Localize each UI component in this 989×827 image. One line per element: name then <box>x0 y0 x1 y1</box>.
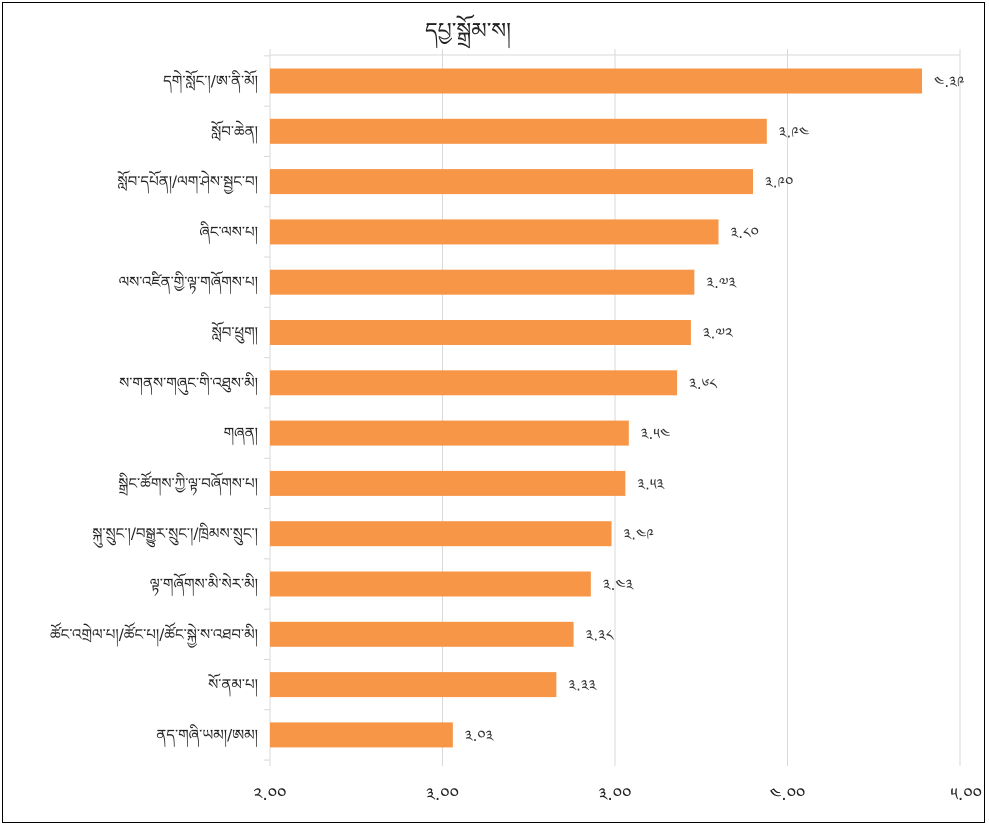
category-label: སྐུ་སྲུང་།/བསྒྱུར་སྲུང་།/ཁྲིམས་སྲུང་། <box>92 523 258 549</box>
category-label: ལས་འཛིན་གྱི་ལྟ་གཞོགས་པ། <box>119 270 258 295</box>
category-label: ས་གནས་གཞུང་གི་འཐུས་མི། <box>119 372 258 396</box>
bar <box>270 269 695 295</box>
category-label: གཞན། <box>224 424 258 446</box>
category-label: ལྟ་གཞོགས་མི་སེར་མི། <box>150 572 258 597</box>
bar <box>270 169 753 195</box>
x-tick-labels: ༢.༠༠ ༣.༠༠ ༣.༠༠ ༤.༠༠ ༥.༠༠ <box>254 785 982 805</box>
bar <box>270 118 767 144</box>
value-label: ༣.༤༣ <box>603 576 635 594</box>
bar <box>270 219 719 245</box>
x-tick-label: ༣.༠༠ <box>599 785 632 805</box>
bar <box>270 68 923 94</box>
value-label: ༣.༦༨ <box>689 375 717 393</box>
bar <box>270 420 629 446</box>
value-labels: ༤.༣༩ ༣.༩༤ ༣.༩༠ ༣.༨༠ ༣.༧༣ ༣.༧༢ ༣.༦༨ ༣.༥༤ ༣.༥༣ ༣.༤༩… <box>465 73 965 745</box>
value-label: ༣.༥༣ <box>637 475 665 493</box>
x-tick-label: ༢.༠༠ <box>254 785 287 805</box>
bar <box>270 672 557 698</box>
value-label: ༣.༣༣ <box>568 677 597 695</box>
bar <box>270 521 612 547</box>
category-label: སློབ་ཕྲུག། <box>211 321 258 346</box>
category-label: སྒྲིང་ཚོགས་ཀྱི་ལྟ་བཞོགས་པ། <box>118 470 258 496</box>
value-label: ༣.༩༤ <box>779 123 809 141</box>
category-label: དགེ་སློང་།/ཨ་ནི་མོ། <box>163 69 258 94</box>
category-label: ནད་གཞི་ཡམ།/ཨམ། <box>156 724 258 748</box>
x-tick-label: ༤.༠༠ <box>770 785 806 805</box>
y-axis <box>264 49 960 766</box>
bars <box>270 68 923 748</box>
category-label: ཞིང་ལས་པ། <box>199 221 258 245</box>
bar <box>270 722 453 748</box>
value-label: ༣.༧༢ <box>703 325 734 343</box>
value-label: ༣.༥༤ <box>641 425 671 443</box>
value-label: ༣.༤༩ <box>624 526 655 544</box>
x-tick-label: ༥.༠༠ <box>950 785 982 805</box>
bar <box>270 621 574 647</box>
category-labels: དགེ་སློང་།/ཨ་ནི་མོ། སློབ་ཆེན། སློབ་དཔོན།/ལ… <box>50 69 258 748</box>
category-label: སློབ་དཔོན།/ལག་ཤེས་སྦྱང་བ། <box>117 170 258 195</box>
bar <box>270 571 591 597</box>
value-label: ༣.༧༣ <box>706 274 737 292</box>
value-label: ༤.༣༩ <box>934 73 965 91</box>
value-label: ༣.༨༠ <box>731 224 759 242</box>
value-label: ༣.༠༣ <box>465 727 495 745</box>
value-label: ༣.༩༠ <box>765 174 793 192</box>
category-label: སོ་ནམ་པ། <box>208 673 258 698</box>
bar <box>270 470 626 496</box>
chart-title: དཔྱ་སྒྲོམ་ས། <box>425 14 511 49</box>
bar <box>270 320 691 345</box>
category-label: སློབ་ཆེན། <box>211 119 258 144</box>
bar <box>270 370 678 396</box>
x-tick-label: ༣.༠༠ <box>426 785 459 805</box>
value-label: ༣.༣༨ <box>586 626 614 644</box>
gridlines <box>269 49 961 766</box>
category-label: ཚོང་འགྲེལ་པ།/ཚོང་པ།/ཚོང་སྐྱེ་ས་འཐབ་མི། <box>50 621 258 648</box>
